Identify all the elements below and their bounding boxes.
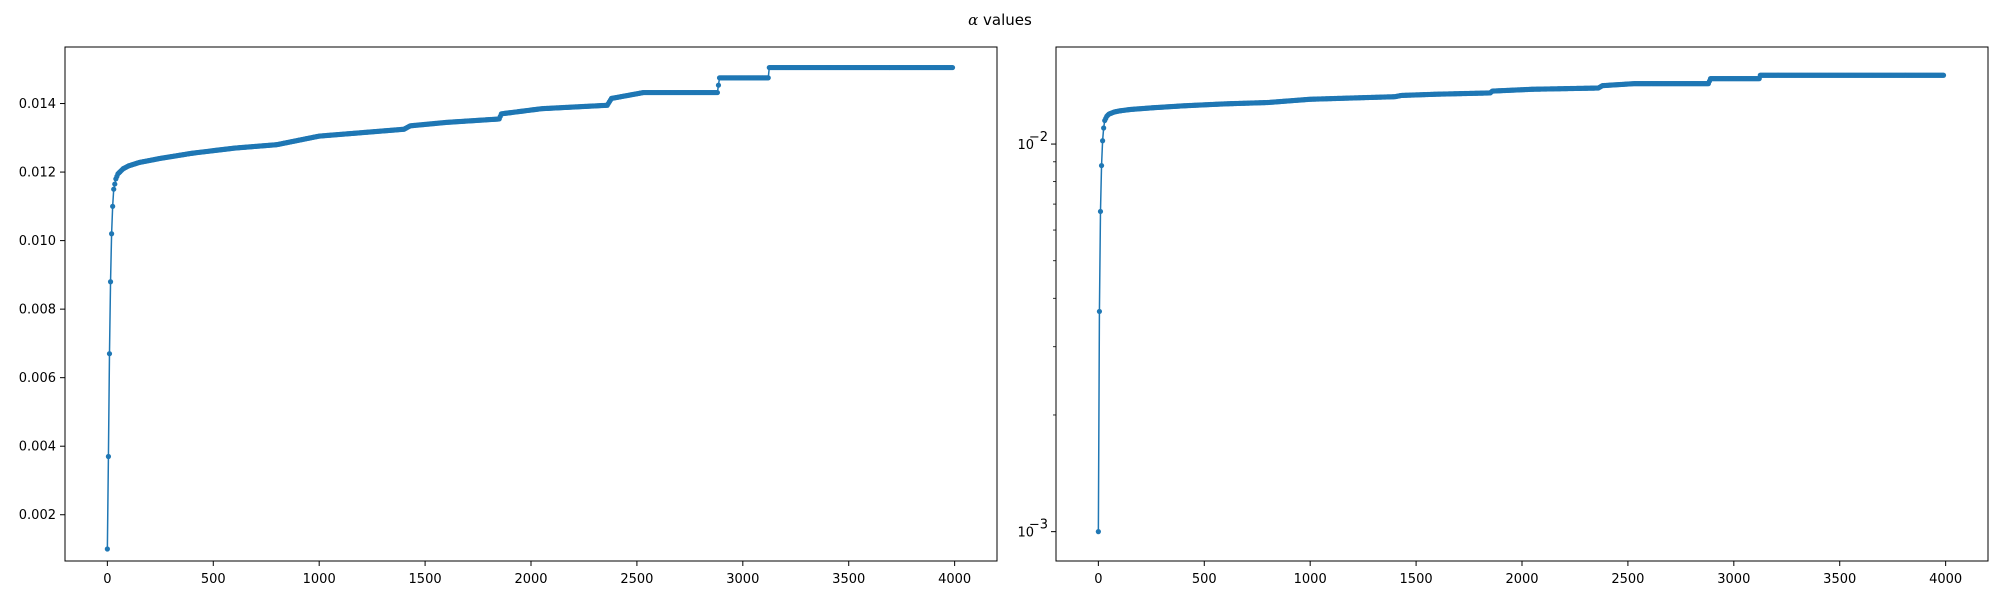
x-tick-label: 1500 [1400, 572, 1433, 587]
x-tick-label: 3000 [1717, 572, 1750, 587]
x-tick-label: 4000 [1929, 572, 1962, 587]
series-markers [1095, 72, 1947, 535]
x-tick-label: 500 [1192, 572, 1217, 587]
data-point [1100, 138, 1106, 144]
data-point [949, 64, 956, 71]
data-point [1098, 162, 1105, 169]
y-tick-label: 0.006 [19, 371, 56, 386]
x-tick-label: 3500 [832, 572, 865, 587]
x-tick-label: 2500 [1611, 572, 1644, 587]
x-tick-label: 2000 [1505, 572, 1538, 587]
x-tick-label: 1000 [303, 572, 336, 587]
data-point [107, 279, 114, 285]
y-tick-label: 0.012 [19, 166, 56, 181]
y-tick-label: 0.014 [19, 97, 56, 112]
figure-title-label: values [978, 11, 1032, 29]
axes-frame [64, 46, 998, 562]
x-tick-label: 3500 [1823, 572, 1856, 587]
data-point [714, 89, 721, 96]
data-point [112, 181, 118, 187]
y-tick-label: 0.008 [19, 303, 56, 318]
x-tick-label: 2000 [514, 572, 547, 587]
data-point [109, 231, 115, 237]
x-tick-label: 3000 [726, 572, 759, 587]
figure-title: α values [968, 11, 1032, 29]
x-tick-label: 500 [201, 572, 226, 587]
data-point [1097, 208, 1104, 215]
data-point [106, 351, 113, 357]
x-tick-label: 0 [103, 572, 111, 587]
y-tick-label: 0.004 [19, 440, 56, 455]
data-point [111, 186, 117, 192]
data-point [1096, 308, 1103, 315]
x-tick-label: 1000 [1294, 572, 1327, 587]
left-chart-panel: 0 500 1000 1500 2000 2500 3000 3500 4000 0.002 0.0… [19, 46, 998, 587]
data-point [715, 82, 722, 88]
x-tick-label: 2500 [620, 572, 653, 587]
x-tick-label: 0 [1094, 572, 1102, 587]
data-point [1095, 529, 1101, 535]
y-tick-label: 0.010 [19, 234, 56, 249]
y-tick-label: 0.002 [19, 508, 56, 523]
data-point [104, 546, 110, 552]
x-tick-label: 1500 [409, 572, 442, 587]
figure-title-symbol: α [968, 11, 978, 29]
data-point [110, 203, 116, 209]
series-markers [104, 64, 956, 552]
axes-frame [1055, 46, 1989, 562]
data-point [1101, 125, 1107, 131]
y-tick-exponent: −2 [1029, 130, 1048, 145]
x-tick-label: 4000 [938, 572, 971, 587]
y-tick-label: 10 [1017, 138, 1034, 153]
data-point [765, 75, 771, 81]
data-point [105, 453, 112, 460]
data-point [1940, 72, 1947, 78]
y-tick-label: 10 [1017, 526, 1034, 541]
series-line [106, 66, 953, 550]
y-tick-exponent: −3 [1029, 518, 1048, 533]
series-line [1097, 74, 1944, 532]
